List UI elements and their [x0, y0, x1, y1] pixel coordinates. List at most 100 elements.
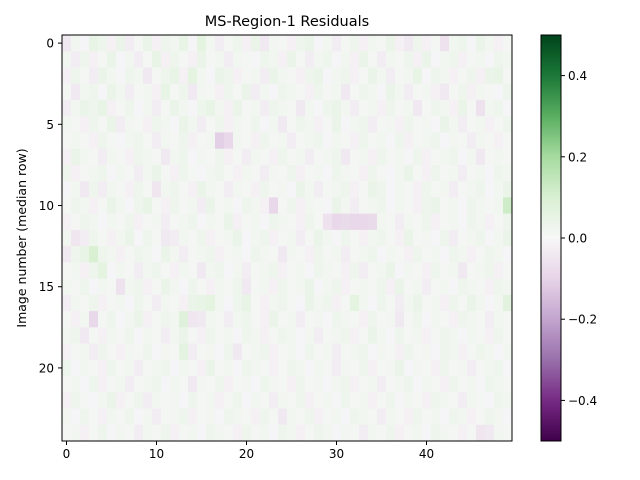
heatmap-cell: [359, 424, 369, 442]
heatmap-cell: [323, 262, 333, 279]
heatmap-cell: [80, 392, 90, 409]
heatmap-cell: [413, 262, 423, 279]
heatmap-cell: [323, 229, 333, 247]
heatmap-cell: [98, 229, 108, 247]
heatmap-cell: [458, 148, 468, 166]
heatmap-cell: [494, 35, 504, 52]
heatmap-cell: [278, 99, 288, 117]
heatmap-cell: [422, 246, 432, 263]
colorbar-tick-label: −0.2: [568, 313, 597, 327]
heatmap-cell: [188, 327, 198, 344]
heatmap-cell: [152, 83, 162, 101]
heatmap-cell: [377, 213, 387, 231]
heatmap-cell: [116, 294, 126, 312]
heatmap-cell: [431, 197, 441, 214]
heatmap-cell: [467, 35, 477, 52]
heatmap-cell: [323, 132, 333, 149]
heatmap-cell: [278, 229, 288, 247]
heatmap-cell: [152, 181, 162, 198]
heatmap-cell: [323, 67, 333, 85]
heatmap-cell: [251, 35, 261, 52]
heatmap-cell: [62, 246, 72, 263]
heatmap-cell: [71, 181, 81, 198]
heatmap-cell: [305, 246, 315, 263]
heatmap-cell: [125, 376, 135, 393]
heatmap-cell: [134, 83, 144, 101]
heatmap-cell: [224, 376, 234, 393]
heatmap-cell: [287, 99, 297, 117]
heatmap-cell: [323, 116, 333, 133]
heatmap-cell: [98, 83, 108, 101]
heatmap-cell: [368, 246, 378, 263]
heatmap-cell: [287, 181, 297, 198]
heatmap-cell: [188, 424, 198, 442]
heatmap-cell: [152, 213, 162, 231]
heatmap-cell: [476, 181, 486, 198]
heatmap-cell: [287, 359, 297, 377]
heatmap-cell: [278, 83, 288, 101]
heatmap-cell: [404, 99, 414, 117]
heatmap-cell: [413, 327, 423, 344]
heatmap-cell: [107, 311, 117, 328]
heatmap-cell: [449, 392, 459, 409]
heatmap-cell: [224, 294, 234, 312]
heatmap-cell: [296, 343, 306, 361]
heatmap-cell: [170, 197, 180, 214]
heatmap-cell: [359, 164, 369, 182]
heatmap-cell: [494, 294, 504, 312]
heatmap-cell: [287, 197, 297, 214]
heatmap-cell: [413, 83, 423, 101]
y-tick-label: 10: [39, 199, 54, 213]
heatmap-cell: [377, 262, 387, 279]
heatmap-cell: [350, 392, 360, 409]
heatmap-cell: [287, 35, 297, 52]
heatmap-cell: [269, 148, 279, 166]
heatmap-cell: [296, 246, 306, 263]
heatmap-cell: [386, 424, 396, 442]
heatmap-cell: [125, 213, 135, 231]
heatmap-cell: [287, 229, 297, 247]
heatmap-cell: [161, 213, 171, 231]
heatmap-cell: [98, 294, 108, 312]
heatmap-cell: [197, 197, 207, 214]
heatmap-cell: [242, 132, 252, 149]
heatmap-cell: [359, 51, 369, 68]
heatmap-cell: [323, 408, 333, 426]
heatmap-cell: [287, 327, 297, 344]
heatmap-cell: [323, 424, 333, 442]
heatmap-cell: [206, 294, 216, 312]
heatmap-cell: [71, 148, 81, 166]
heatmap-cell: [359, 67, 369, 85]
heatmap-cell: [197, 229, 207, 247]
heatmap-cell: [341, 99, 351, 117]
heatmap-cell: [494, 246, 504, 263]
heatmap-cell: [305, 83, 315, 101]
heatmap-cell: [251, 51, 261, 68]
heatmap-cell: [296, 262, 306, 279]
heatmap-cell: [242, 197, 252, 214]
heatmap-cell: [368, 35, 378, 52]
heatmap-cell: [413, 197, 423, 214]
heatmap-cell: [125, 327, 135, 344]
heatmap-cell: [359, 294, 369, 312]
heatmap-cell: [278, 376, 288, 393]
heatmap-cell: [413, 246, 423, 263]
heatmap-cell: [377, 278, 387, 296]
heatmap-cell: [422, 116, 432, 133]
heatmap-cell: [395, 67, 405, 85]
heatmap-cell: [332, 67, 342, 85]
heatmap-cell: [134, 67, 144, 85]
heatmap-cell: [80, 343, 90, 361]
heatmap-cell: [332, 408, 342, 426]
heatmap-cell: [242, 67, 252, 85]
heatmap-cell: [494, 164, 504, 182]
heatmap-cell: [197, 148, 207, 166]
heatmap-cell: [170, 116, 180, 133]
heatmap-cell: [476, 278, 486, 296]
x-tick-label: 30: [329, 447, 344, 461]
heatmap-cell: [332, 246, 342, 263]
heatmap-cell: [170, 424, 180, 442]
heatmap-cell: [296, 327, 306, 344]
heatmap-cell: [260, 83, 270, 101]
heatmap-cell: [503, 229, 513, 247]
